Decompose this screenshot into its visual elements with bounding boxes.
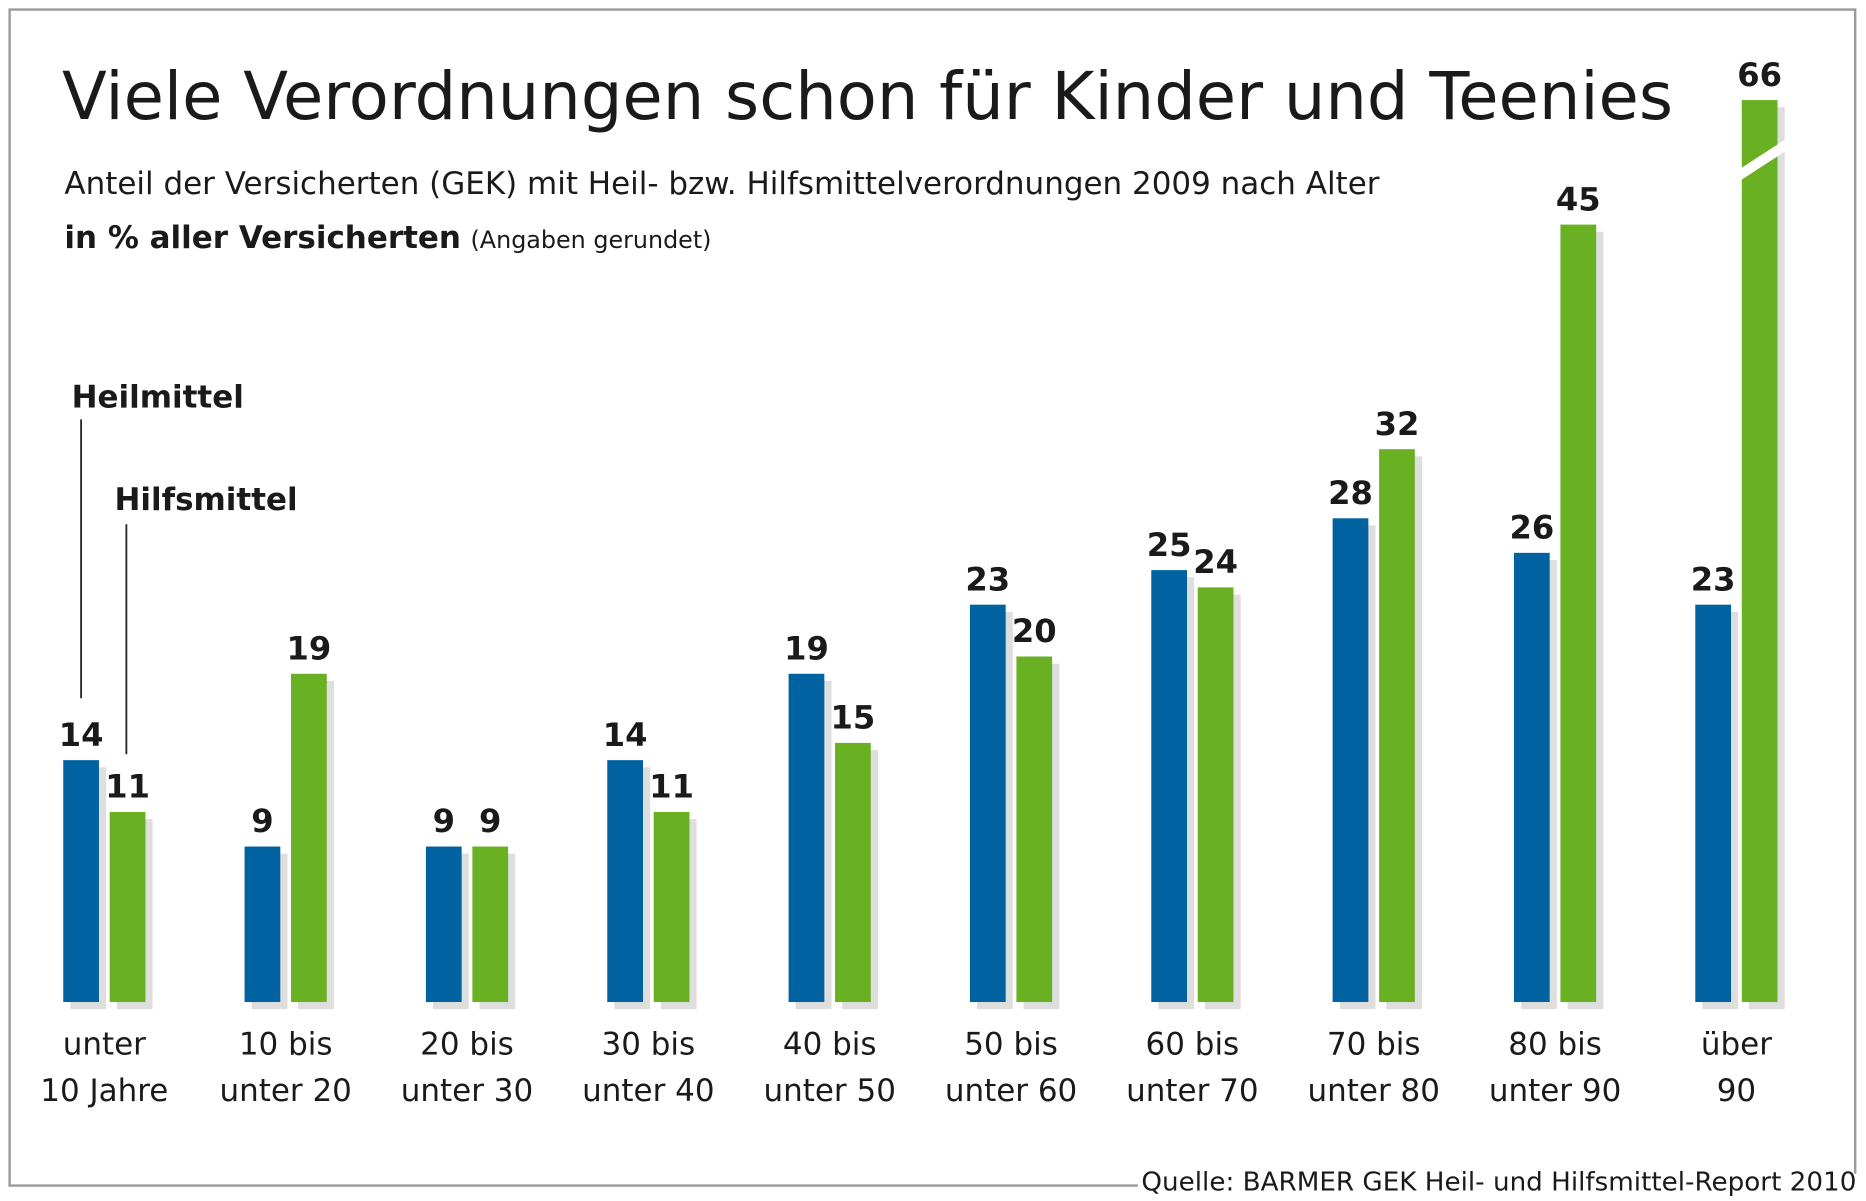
data-label: 19 bbox=[784, 629, 829, 667]
data-label: 25 bbox=[1147, 526, 1192, 564]
bar-hilfsmittel bbox=[1741, 100, 1778, 1003]
frame bbox=[8, 8, 1857, 1187]
category-label: 60 bis bbox=[1146, 1026, 1240, 1062]
unit-label: in % aller Versicherten bbox=[64, 220, 461, 256]
data-label: 14 bbox=[603, 716, 648, 754]
category-label: 70 bis bbox=[1327, 1026, 1421, 1062]
category-label: 10 bis bbox=[239, 1026, 333, 1062]
data-label: 45 bbox=[1556, 180, 1601, 218]
data-label: 26 bbox=[1509, 509, 1554, 547]
chart-title: Viele Verordnungen schon für Kinder und … bbox=[62, 59, 1673, 135]
category-label: 40 bis bbox=[783, 1026, 877, 1062]
bar-hilfsmittel bbox=[1016, 656, 1053, 1003]
bar-hilfsmittel bbox=[472, 846, 509, 1003]
data-label: 24 bbox=[1193, 543, 1238, 581]
data-label: 23 bbox=[1691, 560, 1736, 598]
data-label: 9 bbox=[251, 802, 273, 840]
category-label: 80 bis bbox=[1508, 1026, 1602, 1062]
data-label: 32 bbox=[1375, 405, 1420, 443]
bar-hilfsmittel bbox=[1379, 449, 1415, 1003]
category-label: 20 bis bbox=[420, 1026, 514, 1062]
bar-heilmittel bbox=[425, 846, 462, 1003]
category-label: unter 70 bbox=[1126, 1073, 1258, 1109]
bar-heilmittel bbox=[1332, 518, 1369, 1003]
bar-heilmittel bbox=[969, 604, 1006, 1003]
bar-hilfsmittel bbox=[1197, 587, 1234, 1003]
data-label: 11 bbox=[105, 768, 150, 806]
unit-line: in % aller Versicherten (Angaben gerundet… bbox=[64, 220, 711, 256]
data-label: 23 bbox=[965, 560, 1010, 598]
bar-heilmittel bbox=[244, 846, 281, 1003]
category-label: unter 90 bbox=[1489, 1073, 1621, 1109]
category-label: 50 bis bbox=[964, 1026, 1058, 1062]
bar-heilmittel bbox=[607, 760, 643, 1003]
category-label: 10 Jahre bbox=[40, 1073, 168, 1109]
category-label: unter bbox=[63, 1026, 146, 1062]
bar-heilmittel bbox=[1695, 604, 1732, 1003]
bar-hilfsmittel bbox=[1560, 224, 1597, 1003]
category-label: unter 80 bbox=[1308, 1073, 1440, 1109]
category-label: unter 50 bbox=[763, 1073, 895, 1109]
bar-hilfsmittel bbox=[291, 673, 327, 1003]
data-label: 9 bbox=[433, 802, 455, 840]
data-label: 11 bbox=[649, 768, 694, 806]
data-label: 15 bbox=[831, 699, 876, 737]
data-label: 20 bbox=[1012, 612, 1057, 650]
legend-hilfsmittel: Hilfsmittel bbox=[114, 482, 297, 518]
axis-break-mark bbox=[1739, 138, 1788, 182]
unit-note: (Angaben gerundet) bbox=[471, 226, 712, 254]
category-label: unter 20 bbox=[219, 1073, 351, 1109]
bar-hilfsmittel bbox=[653, 811, 690, 1003]
category-label: unter 60 bbox=[945, 1073, 1077, 1109]
category-label: unter 40 bbox=[582, 1073, 714, 1109]
legend-heilmittel: Heilmittel bbox=[72, 379, 244, 415]
data-label: 28 bbox=[1328, 474, 1373, 512]
bar-heilmittel bbox=[1513, 552, 1550, 1003]
category-label: unter 30 bbox=[401, 1073, 533, 1109]
data-label: 14 bbox=[59, 716, 104, 754]
bar-heilmittel bbox=[63, 760, 99, 1003]
bar-hilfsmittel bbox=[109, 811, 146, 1003]
data-label: 66 bbox=[1737, 56, 1782, 94]
data-label: 19 bbox=[287, 629, 332, 667]
chart-subtitle: Anteil der Versicherten (GEK) mit Heil- … bbox=[64, 166, 1379, 202]
category-label: über bbox=[1701, 1026, 1772, 1062]
bar-heilmittel bbox=[1151, 570, 1188, 1003]
bar-hilfsmittel bbox=[835, 742, 871, 1003]
category-label: 90 bbox=[1717, 1073, 1756, 1109]
data-label: 9 bbox=[479, 802, 501, 840]
category-label: 30 bis bbox=[602, 1026, 696, 1062]
source-note: Quelle: BARMER GEK Heil- und Hilfsmittel… bbox=[1141, 1167, 1856, 1197]
bar-heilmittel bbox=[788, 673, 825, 1003]
